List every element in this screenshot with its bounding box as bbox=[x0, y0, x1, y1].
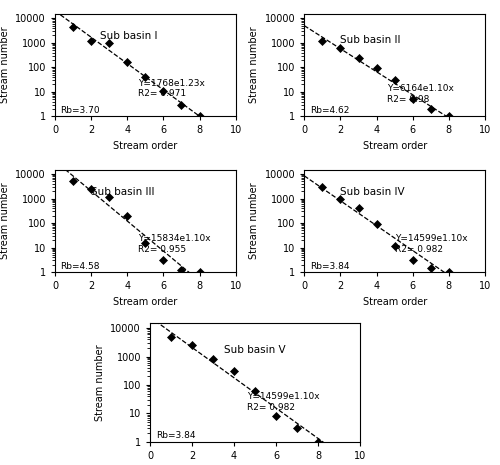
Text: Y=14599e1.10x
R2= 0.982: Y=14599e1.10x R2= 0.982 bbox=[394, 234, 468, 253]
Y-axis label: Stream number: Stream number bbox=[95, 344, 105, 421]
Y-axis label: Stream number: Stream number bbox=[0, 27, 10, 104]
Text: Y=6164e1.10x
R2= 0.98: Y=6164e1.10x R2= 0.98 bbox=[388, 85, 454, 104]
Y-axis label: Stream number: Stream number bbox=[249, 27, 259, 104]
Y-axis label: Stream number: Stream number bbox=[0, 183, 10, 259]
Text: Y=1768e1.23x
R2= 0.971: Y=1768e1.23x R2= 0.971 bbox=[138, 79, 205, 98]
X-axis label: Stream order: Stream order bbox=[113, 141, 178, 151]
Text: Rb=3.84: Rb=3.84 bbox=[156, 431, 196, 440]
Text: Sub basin I: Sub basin I bbox=[100, 31, 158, 41]
Y-axis label: Stream number: Stream number bbox=[249, 183, 259, 259]
X-axis label: Stream order: Stream order bbox=[362, 141, 427, 151]
Text: Sub basin IV: Sub basin IV bbox=[340, 187, 405, 197]
X-axis label: Stream order: Stream order bbox=[113, 297, 178, 307]
Text: Sub basin II: Sub basin II bbox=[340, 35, 401, 46]
Text: Rb=4.62: Rb=4.62 bbox=[310, 106, 349, 115]
Text: Sub basin V: Sub basin V bbox=[224, 345, 285, 355]
X-axis label: Stream order: Stream order bbox=[362, 297, 427, 307]
Text: Sub basin III: Sub basin III bbox=[91, 187, 154, 197]
Text: Rb=3.70: Rb=3.70 bbox=[60, 106, 100, 115]
Text: Y=15834e1.10x
R2= 0.955: Y=15834e1.10x R2= 0.955 bbox=[138, 234, 210, 253]
Text: Rb=3.84: Rb=3.84 bbox=[310, 262, 349, 271]
Text: Rb=4.58: Rb=4.58 bbox=[60, 262, 100, 271]
Text: Y=14599e1.10x
R2= 0.982: Y=14599e1.10x R2= 0.982 bbox=[246, 392, 319, 412]
